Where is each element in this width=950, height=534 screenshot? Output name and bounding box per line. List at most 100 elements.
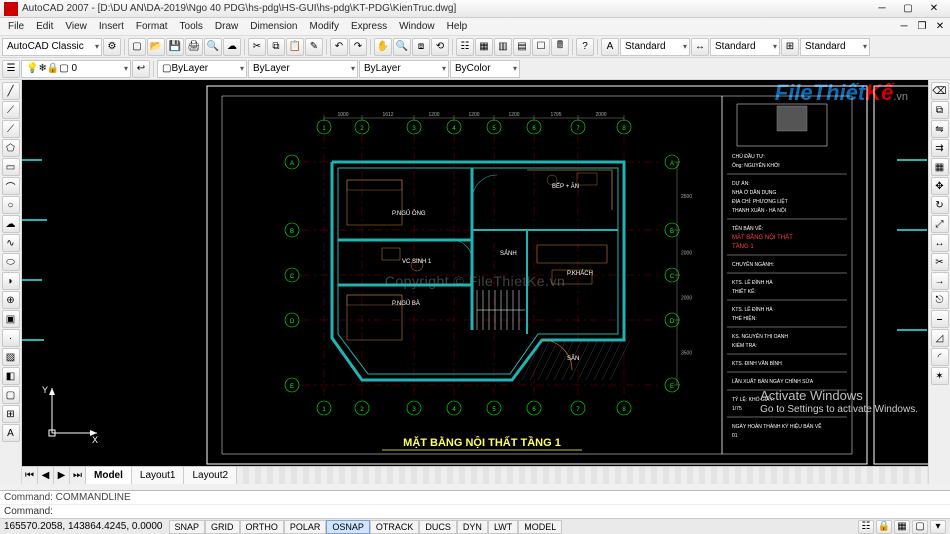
- paste-icon[interactable]: 📋: [286, 38, 304, 56]
- tab-last-icon[interactable]: ⏭: [70, 467, 86, 484]
- tab-layout2[interactable]: Layout2: [184, 467, 237, 484]
- markup-icon[interactable]: ☐: [532, 38, 550, 56]
- menu-window[interactable]: Window: [393, 19, 441, 34]
- new-icon[interactable]: ▢: [128, 38, 146, 56]
- ellipsearc-icon[interactable]: ◗: [2, 272, 20, 290]
- circle-icon[interactable]: ○: [2, 196, 20, 214]
- table-icon[interactable]: ⊞: [2, 405, 20, 423]
- toggle-dyn[interactable]: DYN: [457, 520, 488, 534]
- minimize-button[interactable]: ─: [870, 2, 894, 16]
- menu-dimension[interactable]: Dimension: [244, 19, 303, 34]
- menu-edit[interactable]: Edit: [30, 19, 59, 34]
- designcenter-icon[interactable]: ▦: [475, 38, 493, 56]
- plotstyle-combo[interactable]: ByColor: [450, 60, 520, 78]
- trim-icon[interactable]: ✂: [931, 253, 949, 271]
- copy2-icon[interactable]: ⧉: [931, 101, 949, 119]
- save-icon[interactable]: 💾: [166, 38, 184, 56]
- scale-icon[interactable]: ⤢: [931, 215, 949, 233]
- status-comm-icon[interactable]: ☷: [858, 520, 874, 534]
- toggle-ortho[interactable]: ORTHO: [240, 520, 284, 534]
- ellipse-icon[interactable]: ⬭: [2, 253, 20, 271]
- zoom-prev-icon[interactable]: ⟲: [431, 38, 449, 56]
- close-button[interactable]: ✕: [922, 2, 946, 16]
- break-icon[interactable]: ⎋: [931, 291, 949, 309]
- tab-layout1[interactable]: Layout1: [132, 467, 185, 484]
- mtext-icon[interactable]: A: [2, 424, 20, 442]
- status-lock-icon[interactable]: 🔒: [876, 520, 892, 534]
- region-icon[interactable]: ▢: [2, 386, 20, 404]
- open-icon[interactable]: 📂: [147, 38, 165, 56]
- point-icon[interactable]: ·: [2, 329, 20, 347]
- maximize-button[interactable]: ▢: [896, 2, 920, 16]
- tab-prev-icon[interactable]: ◀: [38, 467, 54, 484]
- stretch-icon[interactable]: ↔: [931, 234, 949, 252]
- menu-help[interactable]: Help: [441, 19, 474, 34]
- spline-icon[interactable]: ∿: [2, 234, 20, 252]
- menu-modify[interactable]: Modify: [304, 19, 345, 34]
- rectangle-icon[interactable]: ▭: [2, 158, 20, 176]
- toggle-otrack[interactable]: OTRACK: [370, 520, 420, 534]
- hscroll[interactable]: [237, 467, 928, 484]
- plot-icon[interactable]: 🖨: [185, 38, 203, 56]
- polygon-icon[interactable]: ⬠: [2, 139, 20, 157]
- menu-tools[interactable]: Tools: [174, 19, 209, 34]
- rotate-icon[interactable]: ↻: [931, 196, 949, 214]
- properties-icon[interactable]: ☷: [456, 38, 474, 56]
- menu-format[interactable]: Format: [130, 19, 174, 34]
- hatch-icon[interactable]: ▨: [2, 348, 20, 366]
- toggle-osnap[interactable]: OSNAP: [326, 520, 370, 534]
- explode-icon[interactable]: ✶: [931, 367, 949, 385]
- copy-icon[interactable]: ⧉: [267, 38, 285, 56]
- command-line[interactable]: Command:: [0, 505, 950, 518]
- revcloud-icon[interactable]: ☁: [2, 215, 20, 233]
- line-icon[interactable]: ╱: [2, 82, 20, 100]
- doc-close[interactable]: ✕: [932, 21, 948, 32]
- menu-file[interactable]: File: [2, 19, 30, 34]
- chamfer-icon[interactable]: ◿: [931, 329, 949, 347]
- array-icon[interactable]: ▦: [931, 158, 949, 176]
- workspace-combo[interactable]: AutoCAD Classic: [2, 38, 102, 56]
- zoom-icon[interactable]: 🔍: [393, 38, 411, 56]
- insert-icon[interactable]: ⊕: [2, 291, 20, 309]
- color-combo[interactable]: ▢ ByLayer: [157, 60, 247, 78]
- workspace-settings-icon[interactable]: ⚙: [103, 38, 121, 56]
- tab-model[interactable]: Model: [86, 467, 132, 484]
- match-icon[interactable]: ✎: [305, 38, 323, 56]
- toggle-lwt[interactable]: LWT: [488, 520, 518, 534]
- model-canvas[interactable]: FileThiếtKế.vn Copyright © FileThietKe.v…: [22, 80, 928, 466]
- preview-icon[interactable]: 🔍: [204, 38, 222, 56]
- toolpalettes-icon[interactable]: ▥: [494, 38, 512, 56]
- publish-icon[interactable]: ☁: [223, 38, 241, 56]
- tablestyle-combo[interactable]: Standard: [800, 38, 870, 56]
- toggle-polar[interactable]: POLAR: [284, 520, 327, 534]
- offset-icon[interactable]: ⇉: [931, 139, 949, 157]
- pan-icon[interactable]: ✋: [374, 38, 392, 56]
- redo-icon[interactable]: ↷: [349, 38, 367, 56]
- join-icon[interactable]: ⎯: [931, 310, 949, 328]
- tab-next-icon[interactable]: ▶: [54, 467, 70, 484]
- undo-icon[interactable]: ↶: [330, 38, 348, 56]
- pline-icon[interactable]: ⟋: [2, 120, 20, 138]
- zoom-window-icon[interactable]: ⧈: [412, 38, 430, 56]
- fillet-icon[interactable]: ◜: [931, 348, 949, 366]
- tablestyle-icon[interactable]: ⊞: [781, 38, 799, 56]
- sheetset-icon[interactable]: ▤: [513, 38, 531, 56]
- arc-icon[interactable]: ⌒: [2, 177, 20, 195]
- xline-icon[interactable]: ⟋: [2, 101, 20, 119]
- lineweight-combo[interactable]: ByLayer: [359, 60, 449, 78]
- block-icon[interactable]: ▣: [2, 310, 20, 328]
- erase-icon[interactable]: ⌫: [931, 82, 949, 100]
- toggle-ducs[interactable]: DUCS: [419, 520, 457, 534]
- cut-icon[interactable]: ✂: [248, 38, 266, 56]
- gradient-icon[interactable]: ◧: [2, 367, 20, 385]
- layer-props-icon[interactable]: ☰: [2, 60, 20, 78]
- menu-insert[interactable]: Insert: [93, 19, 130, 34]
- status-layout-icon[interactable]: ▢: [912, 520, 928, 534]
- toggle-grid[interactable]: GRID: [205, 520, 240, 534]
- extend-icon[interactable]: →: [931, 272, 949, 290]
- calc-icon[interactable]: 🖩: [551, 38, 569, 56]
- textstyle-icon[interactable]: A: [601, 38, 619, 56]
- doc-restore[interactable]: ❐: [914, 21, 930, 32]
- doc-minimize[interactable]: ─: [896, 21, 912, 32]
- layer-prev-icon[interactable]: ↩: [132, 60, 150, 78]
